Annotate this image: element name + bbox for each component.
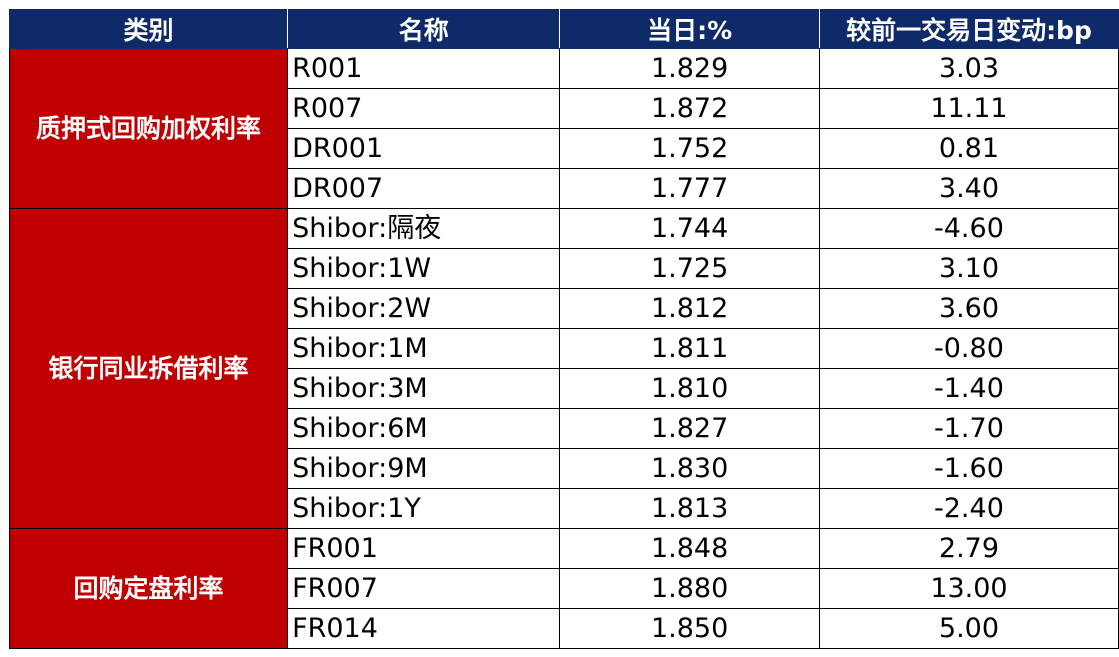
table-row: Shibor:2W 1.812 3.60: [10, 288, 1119, 329]
table-row: Shibor:1W 1.725 3.10: [10, 248, 1119, 289]
table-row: Shibor:6M 1.827 -1.70: [10, 408, 1119, 449]
today-value-cell: 1.872: [559, 88, 820, 129]
header-change: 较前一交易日变动:bp: [818, 9, 1119, 49]
change-value-cell: 3.10: [818, 248, 1119, 289]
change-value-cell: -0.80: [818, 328, 1119, 369]
rate-name-cell: R001: [287, 48, 561, 89]
change-value-cell: -4.60: [818, 208, 1119, 249]
change-value-cell: -2.40: [818, 488, 1119, 529]
today-value-cell: 1.810: [559, 368, 820, 409]
change-value-cell: 3.40: [818, 168, 1119, 209]
header-today: 当日:%: [559, 9, 820, 49]
rate-name-cell: Shibor:隔夜: [287, 208, 561, 249]
rate-name-cell: FR014: [287, 608, 561, 649]
today-value-cell: 1.880: [559, 568, 820, 609]
today-value-cell: 1.850: [559, 608, 820, 649]
change-value-cell: -1.60: [818, 448, 1119, 489]
change-value-cell: 2.79: [818, 528, 1119, 569]
category-cell: 银行同业拆借利率: [8, 208, 289, 529]
table-row: Shibor:9M 1.830 -1.60: [10, 448, 1119, 489]
table-row: FR014 1.850 5.00: [10, 608, 1119, 649]
change-value-cell: -1.70: [818, 408, 1119, 449]
today-value-cell: 1.829: [559, 48, 820, 89]
today-value-cell: 1.827: [559, 408, 820, 449]
rate-name-cell: DR001: [287, 128, 561, 169]
today-value-cell: 1.813: [559, 488, 820, 529]
header-name: 名称: [287, 9, 561, 49]
category-cell: 回购定盘利率: [8, 528, 289, 649]
today-value-cell: 1.848: [559, 528, 820, 569]
change-value-cell: 13.00: [818, 568, 1119, 609]
interest-rate-table: 类别 名称 当日:% 较前一交易日变动:bp 质押式回购加权利率 R001 1.82…: [8, 9, 1119, 649]
change-value-cell: 3.03: [818, 48, 1119, 89]
rate-name-cell: FR001: [287, 528, 561, 569]
change-value-cell: 3.60: [818, 288, 1119, 329]
table-row: 质押式回购加权利率 R001 1.829 3.03: [8, 48, 1119, 209]
rate-name-cell: Shibor:6M: [287, 408, 561, 449]
today-value-cell: 1.830: [559, 448, 820, 489]
table-row: Shibor:1M 1.811 -0.80: [10, 328, 1119, 369]
header-category: 类别: [8, 9, 289, 49]
table-row: 银行同业拆借利率 Shibor:隔夜 1.744 -4.60: [8, 208, 1119, 529]
table-row: FR007 1.880 13.00: [10, 568, 1119, 609]
rate-name-cell: Shibor:1W: [287, 248, 561, 289]
table-body: 质押式回购加权利率 R001 1.829 3.03 R007 1.872 11.11 DR00…: [8, 48, 1119, 649]
rate-name-cell: FR007: [287, 568, 561, 609]
today-value-cell: 1.744: [559, 208, 820, 249]
table-row: Shibor:3M 1.810 -1.40: [10, 368, 1119, 409]
rate-name-cell: Shibor:3M: [287, 368, 561, 409]
rate-name-cell: DR007: [287, 168, 561, 209]
change-value-cell: 11.11: [818, 88, 1119, 129]
today-value-cell: 1.777: [559, 168, 820, 209]
today-value-cell: 1.811: [559, 328, 820, 369]
rate-name-cell: Shibor:1M: [287, 328, 561, 369]
rate-name-cell: Shibor:2W: [287, 288, 561, 329]
rate-name-cell: R007: [287, 88, 561, 129]
today-value-cell: 1.752: [559, 128, 820, 169]
change-value-cell: 0.81: [818, 128, 1119, 169]
today-value-cell: 1.812: [559, 288, 820, 329]
table-row: R007 1.872 11.11: [10, 88, 1119, 129]
header-row: 类别 名称 当日:% 较前一交易日变动:bp: [8, 9, 1119, 49]
change-value-cell: 5.00: [818, 608, 1119, 649]
table-row: 回购定盘利率 FR001 1.848 2.79: [8, 528, 1119, 649]
category-cell: 质押式回购加权利率: [8, 48, 289, 209]
rate-name-cell: Shibor:1Y: [287, 488, 561, 529]
rate-name-cell: Shibor:9M: [287, 448, 561, 489]
change-value-cell: -1.40: [818, 368, 1119, 409]
today-value-cell: 1.725: [559, 248, 820, 289]
